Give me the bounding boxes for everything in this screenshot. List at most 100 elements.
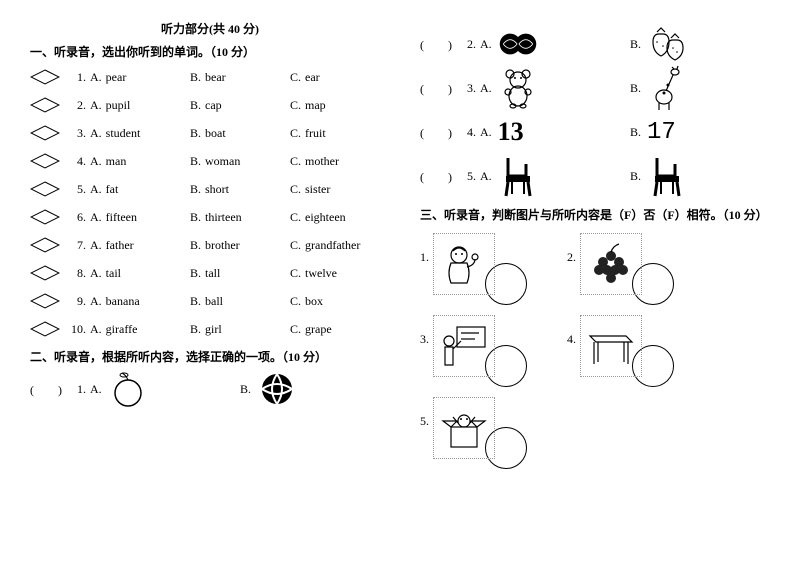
ball-pattern-icon	[257, 369, 297, 409]
question-row: 2.A.pupilB.capC.map	[30, 92, 390, 118]
page: 听力部分(共 40 分) 一、听录音，选出你听到的单词。（10 分） 1.A.p…	[0, 0, 800, 479]
option-b: B.brother	[190, 238, 290, 253]
answer-blank[interactable]: ( )	[420, 124, 452, 141]
item-number: 1.	[420, 250, 429, 265]
option-c: C.grandfather	[290, 238, 390, 253]
question-number: 7.	[66, 238, 86, 253]
section2-item: ( ) 3. A. B.	[420, 68, 780, 108]
giraffe-icon	[647, 68, 687, 108]
section3-heading-text: 三、听录音，判断图片与所听内容是（F）否（F）相符。	[420, 208, 723, 222]
question-number: 3.	[66, 126, 86, 141]
answer-blank[interactable]: ( )	[420, 168, 452, 185]
man-thinking-icon	[433, 233, 495, 295]
option-c: C.map	[290, 98, 390, 113]
number-icon: 13	[498, 117, 524, 147]
title-points: (共 40 分)	[209, 22, 259, 36]
option-b: B.thirteen	[190, 210, 290, 225]
chair-icon	[498, 156, 538, 196]
answer-diamond[interactable]	[30, 153, 60, 169]
section2-item: ( )2.A.B.	[420, 24, 780, 64]
grapes-icon	[580, 233, 642, 295]
title-text: 听力部分	[161, 22, 209, 36]
option-a-label: A.	[480, 125, 492, 140]
section2-item: ( )4.A.13B.17	[420, 112, 780, 152]
option-c: C.mother	[290, 154, 390, 169]
answer-diamond[interactable]	[30, 181, 60, 197]
option-b: B.boat	[190, 126, 290, 141]
section1-heading: 一、听录音，选出你听到的单词。（10 分）	[30, 43, 390, 60]
option-b-label: B.	[240, 382, 251, 397]
question-number: 6.	[66, 210, 86, 225]
item-number: 5.	[456, 169, 476, 184]
section2-heading: 二、听录音，根据所听内容，选择正确的一项。（10 分）	[30, 348, 390, 365]
section3-item: 3.	[420, 315, 527, 377]
section3-item: 5.	[420, 397, 527, 459]
question-row: 4.A.manB.womanC.mother	[30, 148, 390, 174]
section3-item: 1.	[420, 233, 527, 295]
question-number: 9.	[66, 294, 86, 309]
teddy-bear-icon	[498, 68, 538, 108]
question-row: 10.A.giraffeB.girlC.grape	[30, 316, 390, 342]
section2-item: ( )5.A.B.	[420, 156, 780, 196]
answer-diamond[interactable]	[30, 125, 60, 141]
answer-blank[interactable]: ( )	[420, 36, 452, 53]
option-b: B.tall	[190, 266, 290, 281]
teacher-board-icon	[433, 315, 495, 377]
orange-icon	[108, 369, 148, 409]
answer-diamond[interactable]	[30, 293, 60, 309]
answer-diamond[interactable]	[30, 69, 60, 85]
question-number: 8.	[66, 266, 86, 281]
option-a: A.tail	[90, 266, 190, 281]
question-number: 10.	[66, 322, 86, 337]
option-a: A.giraffe	[90, 322, 190, 337]
question-row: 1.A.pearB.bearC.ear	[30, 64, 390, 90]
section2-right-items: ( )2.A.B.( )3.A.B.( )4.A.13B.17( )5.A.B.	[420, 24, 780, 196]
chair-icon	[647, 156, 687, 196]
option-a-label: A.	[90, 382, 102, 397]
option-a: A.man	[90, 154, 190, 169]
section2-heading-text: 二、听录音，根据所听内容，选择正确的一项。	[30, 350, 282, 364]
box-open-icon	[433, 397, 495, 459]
question-row: 8. A.tailB.tallC.twelve	[30, 260, 390, 286]
question-row: 9.A.bananaB.ballC.box	[30, 288, 390, 314]
item-number: 4.	[567, 332, 576, 347]
right-column: ( )2.A.B.( )3.A.B.( )4.A.13B.17( )5.A.B.…	[420, 20, 780, 459]
section1-heading-text: 一、听录音，选出你听到的单词。	[30, 45, 210, 59]
option-c: C.sister	[290, 182, 390, 197]
option-c: C.eighteen	[290, 210, 390, 225]
option-a: A.fifteen	[90, 210, 190, 225]
option-b-label: B.	[630, 169, 641, 184]
number-icon: 17	[647, 119, 676, 146]
item-number: 2.	[567, 250, 576, 265]
option-b: B.woman	[190, 154, 290, 169]
option-b: B.cap	[190, 98, 290, 113]
left-column: 听力部分(共 40 分) 一、听录音，选出你听到的单词。（10 分） 1.A.p…	[30, 20, 390, 459]
watermelons-icon	[498, 24, 538, 64]
desk-icon	[580, 315, 642, 377]
answer-diamond[interactable]	[30, 321, 60, 337]
question-row: 3.A.studentB.boatC.fruit	[30, 120, 390, 146]
option-a-label: A.	[480, 37, 492, 52]
answer-diamond[interactable]	[30, 265, 60, 281]
item-number: 3.	[456, 81, 476, 96]
section2-item-1: ( ) 1. A. B.	[30, 369, 390, 409]
option-a: A.fat	[90, 182, 190, 197]
question-row: 5.A.fatB.shortC.sister	[30, 176, 390, 202]
option-b-label: B.	[630, 81, 641, 96]
option-a-label: A.	[480, 81, 492, 96]
question-row: 7.A.fatherB.brotherC.grandfather	[30, 232, 390, 258]
answer-blank[interactable]: ( )	[30, 381, 62, 398]
option-a: A.banana	[90, 294, 190, 309]
option-b: B.bear	[190, 70, 290, 85]
option-c: C.twelve	[290, 266, 390, 281]
option-c: C.box	[290, 294, 390, 309]
answer-diamond[interactable]	[30, 237, 60, 253]
section1-rows: 1.A.pearB.bearC.ear2.A.pupilB.capC.map 3.…	[30, 64, 390, 342]
question-row: 6. A.fifteenB.thirteenC.eighteen	[30, 204, 390, 230]
answer-diamond[interactable]	[30, 97, 60, 113]
option-a: A.student	[90, 126, 190, 141]
answer-diamond[interactable]	[30, 209, 60, 225]
item-number: 1.	[66, 382, 86, 397]
answer-blank[interactable]: ( )	[420, 80, 452, 97]
section3-heading: 三、听录音，判断图片与所听内容是（F）否（F）相符。（10 分）	[420, 206, 780, 223]
